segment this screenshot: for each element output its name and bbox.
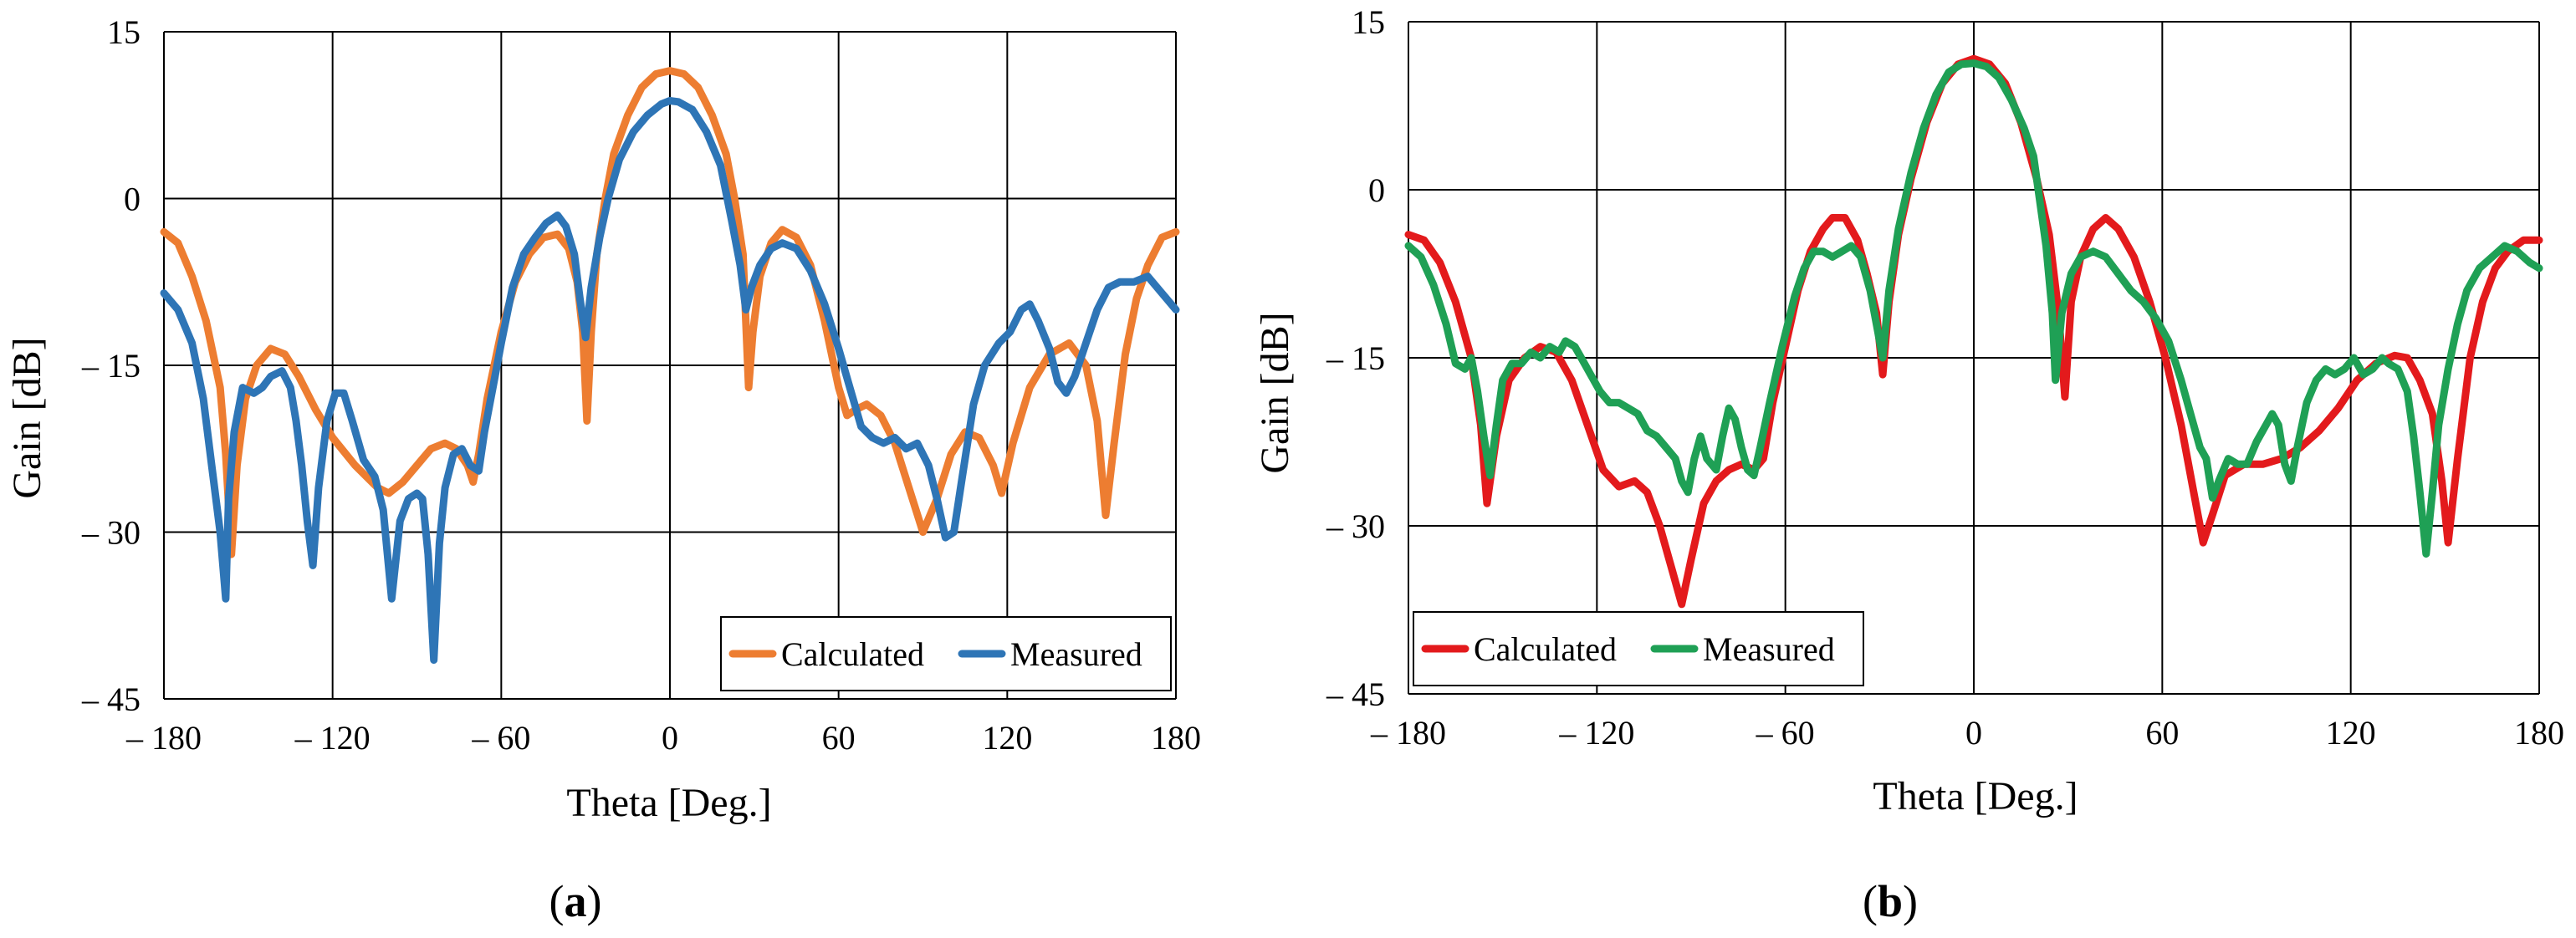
x-tick-label-a: – 180 bbox=[125, 719, 202, 757]
x-tick-label-a: 180 bbox=[1151, 719, 1201, 757]
x-tick-label-b: 120 bbox=[2326, 714, 2376, 752]
x-tick-label-b: 180 bbox=[2514, 714, 2564, 752]
x-tick-label-a: 120 bbox=[982, 719, 1032, 757]
y-axis-title-a: Gain [dB] bbox=[5, 337, 49, 498]
x-tick-label-a: – 60 bbox=[471, 719, 530, 757]
x-tick-labels-b: – 180 – 120 – 60 0 60 120 180 bbox=[1370, 714, 2564, 752]
legend-label-measured-a: Measured bbox=[1010, 635, 1142, 673]
chart-panel-b: 150– 15– 30– 45 – 180– 120– 60 0 60 120 180 … bbox=[1253, 3, 2564, 926]
panel-label-b: (b) bbox=[1863, 876, 1918, 926]
x-tick-label-a: 60 bbox=[822, 719, 856, 757]
y-axis-title-b: Gain [dB] bbox=[1253, 312, 1297, 473]
legend-box-a bbox=[720, 616, 1172, 691]
legend-label-calculated-b: Calculated bbox=[1474, 630, 1617, 668]
x-axis-title-a: Theta [Deg.] bbox=[566, 781, 771, 825]
y-tick-label-a: – 30 bbox=[81, 514, 141, 552]
y-tick-label-a: – 15 bbox=[81, 347, 141, 385]
x-tick-label-b: 60 bbox=[2145, 714, 2179, 752]
x-tick-label-b: – 60 bbox=[1756, 714, 1815, 752]
x-tick-labels-a: – 180 – 120 – 60 0 60 120 180 bbox=[125, 719, 1201, 757]
plot-area-a bbox=[160, 31, 1180, 700]
y-tick-label-b: – 30 bbox=[1326, 507, 1385, 545]
series-line-measured-b bbox=[1404, 59, 2543, 558]
y-tick-label-a: – 45 bbox=[81, 681, 141, 718]
y-tick-labels-a: 15 0 – 15 – 30 – 45 bbox=[81, 13, 141, 718]
plot-area-b bbox=[1404, 21, 2543, 695]
series-line-calculated-a bbox=[160, 67, 1180, 558]
x-tick-label-b: – 180 bbox=[1370, 714, 1446, 752]
panel-label-a: (a) bbox=[549, 876, 602, 926]
legend-a: Calculated Measured bbox=[720, 616, 1172, 691]
chart-panel-a: 150– 15– 30– 45 – 180– 120– 60 0 60 120 180 … bbox=[5, 13, 1201, 926]
legend-b: Calculated Measured bbox=[1413, 611, 1864, 686]
legend-label-calculated-a: Calculated bbox=[781, 635, 924, 673]
y-tick-label-b: – 15 bbox=[1326, 339, 1385, 377]
legend-box-b bbox=[1413, 611, 1864, 686]
x-axis-title-b: Theta [Deg.] bbox=[1873, 774, 2078, 818]
x-tick-label-b: 0 bbox=[1965, 714, 1982, 752]
x-tick-label-b: – 120 bbox=[1558, 714, 1634, 752]
y-tick-label-a: 0 bbox=[124, 181, 141, 218]
legend-label-measured-b: Measured bbox=[1703, 630, 1835, 668]
series-line-measured-a bbox=[160, 97, 1180, 664]
y-tick-labels-b: 15 0 – 15 – 30 – 45 bbox=[1326, 3, 1385, 713]
y-tick-label-a: 15 bbox=[107, 13, 141, 51]
y-tick-label-b: 0 bbox=[1368, 171, 1385, 209]
y-tick-label-b: – 45 bbox=[1326, 675, 1385, 713]
y-tick-label-b: 15 bbox=[1352, 3, 1385, 41]
x-tick-label-a: – 120 bbox=[294, 719, 371, 757]
x-tick-label-a: 0 bbox=[662, 719, 678, 757]
